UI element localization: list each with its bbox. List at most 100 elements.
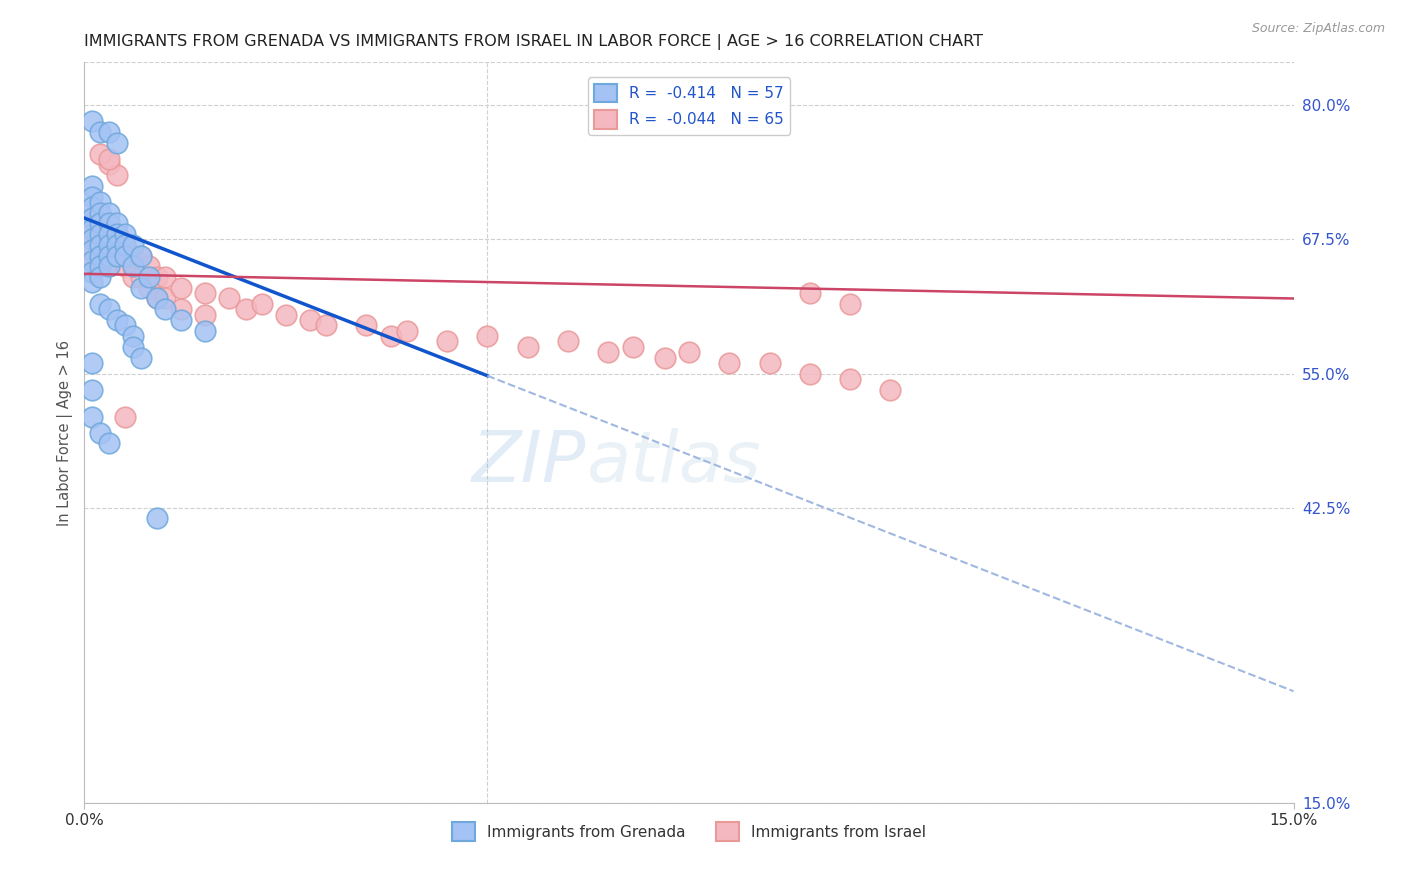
Point xyxy=(114,318,136,333)
Point xyxy=(97,237,120,252)
Point xyxy=(138,281,160,295)
Point xyxy=(114,409,136,424)
Point xyxy=(105,227,128,241)
Point xyxy=(89,237,111,252)
Point xyxy=(89,146,111,161)
Point xyxy=(395,324,418,338)
Point xyxy=(274,308,297,322)
Point xyxy=(129,281,152,295)
Point xyxy=(89,249,111,263)
Point xyxy=(678,345,700,359)
Point xyxy=(82,254,104,268)
Point xyxy=(97,302,120,317)
Point xyxy=(194,324,217,338)
Point xyxy=(97,260,120,274)
Point xyxy=(839,297,862,311)
Point xyxy=(146,511,169,525)
Point xyxy=(82,244,104,258)
Text: ZIP: ZIP xyxy=(472,428,586,497)
Point xyxy=(97,125,120,139)
Point xyxy=(89,216,111,230)
Point xyxy=(89,205,111,219)
Point xyxy=(105,237,128,252)
Point xyxy=(89,125,111,139)
Point xyxy=(97,227,120,241)
Point xyxy=(114,260,136,274)
Point xyxy=(97,436,120,450)
Point xyxy=(718,356,741,370)
Point xyxy=(89,260,111,274)
Point xyxy=(121,249,143,263)
Point xyxy=(89,249,111,263)
Point xyxy=(97,237,120,252)
Point xyxy=(97,152,120,166)
Point xyxy=(97,260,120,274)
Point xyxy=(129,270,152,285)
Point xyxy=(114,227,136,241)
Point xyxy=(839,372,862,386)
Point xyxy=(89,425,111,440)
Point xyxy=(153,292,176,306)
Point xyxy=(89,216,111,230)
Point xyxy=(97,249,120,263)
Point xyxy=(105,237,128,252)
Point xyxy=(299,313,322,327)
Point xyxy=(89,237,111,252)
Point xyxy=(82,178,104,193)
Point xyxy=(129,249,152,263)
Text: Source: ZipAtlas.com: Source: ZipAtlas.com xyxy=(1251,22,1385,36)
Point xyxy=(97,157,120,171)
Text: atlas: atlas xyxy=(586,428,761,497)
Point xyxy=(170,302,193,317)
Point xyxy=(380,329,402,343)
Point xyxy=(194,286,217,301)
Point xyxy=(105,216,128,230)
Point xyxy=(121,260,143,274)
Point xyxy=(477,329,499,343)
Point xyxy=(89,194,111,209)
Point xyxy=(129,351,152,365)
Point xyxy=(146,270,169,285)
Point xyxy=(82,409,104,424)
Point xyxy=(121,340,143,354)
Point xyxy=(82,221,104,235)
Point xyxy=(170,281,193,295)
Point xyxy=(105,249,128,263)
Point xyxy=(82,356,104,370)
Point xyxy=(799,286,821,301)
Point xyxy=(89,297,111,311)
Point xyxy=(170,313,193,327)
Point xyxy=(194,308,217,322)
Point xyxy=(82,232,104,246)
Y-axis label: In Labor Force | Age > 16: In Labor Force | Age > 16 xyxy=(58,340,73,525)
Point xyxy=(97,216,120,230)
Point xyxy=(121,329,143,343)
Point xyxy=(114,249,136,263)
Point xyxy=(89,270,111,285)
Point xyxy=(436,334,458,349)
Point xyxy=(82,244,104,258)
Point xyxy=(138,260,160,274)
Point xyxy=(557,334,579,349)
Point xyxy=(89,227,111,241)
Point xyxy=(114,249,136,263)
Point xyxy=(97,249,120,263)
Point xyxy=(250,297,273,311)
Point xyxy=(105,227,128,241)
Legend: Immigrants from Grenada, Immigrants from Israel: Immigrants from Grenada, Immigrants from… xyxy=(446,816,932,847)
Point xyxy=(153,270,176,285)
Point xyxy=(105,168,128,182)
Point xyxy=(654,351,676,365)
Point xyxy=(315,318,337,333)
Point xyxy=(82,211,104,225)
Point xyxy=(105,313,128,327)
Point xyxy=(621,340,644,354)
Point xyxy=(82,232,104,246)
Point xyxy=(89,227,111,241)
Point xyxy=(97,205,120,219)
Point xyxy=(516,340,538,354)
Point xyxy=(105,249,128,263)
Point xyxy=(82,114,104,128)
Point xyxy=(82,200,104,214)
Point xyxy=(114,237,136,252)
